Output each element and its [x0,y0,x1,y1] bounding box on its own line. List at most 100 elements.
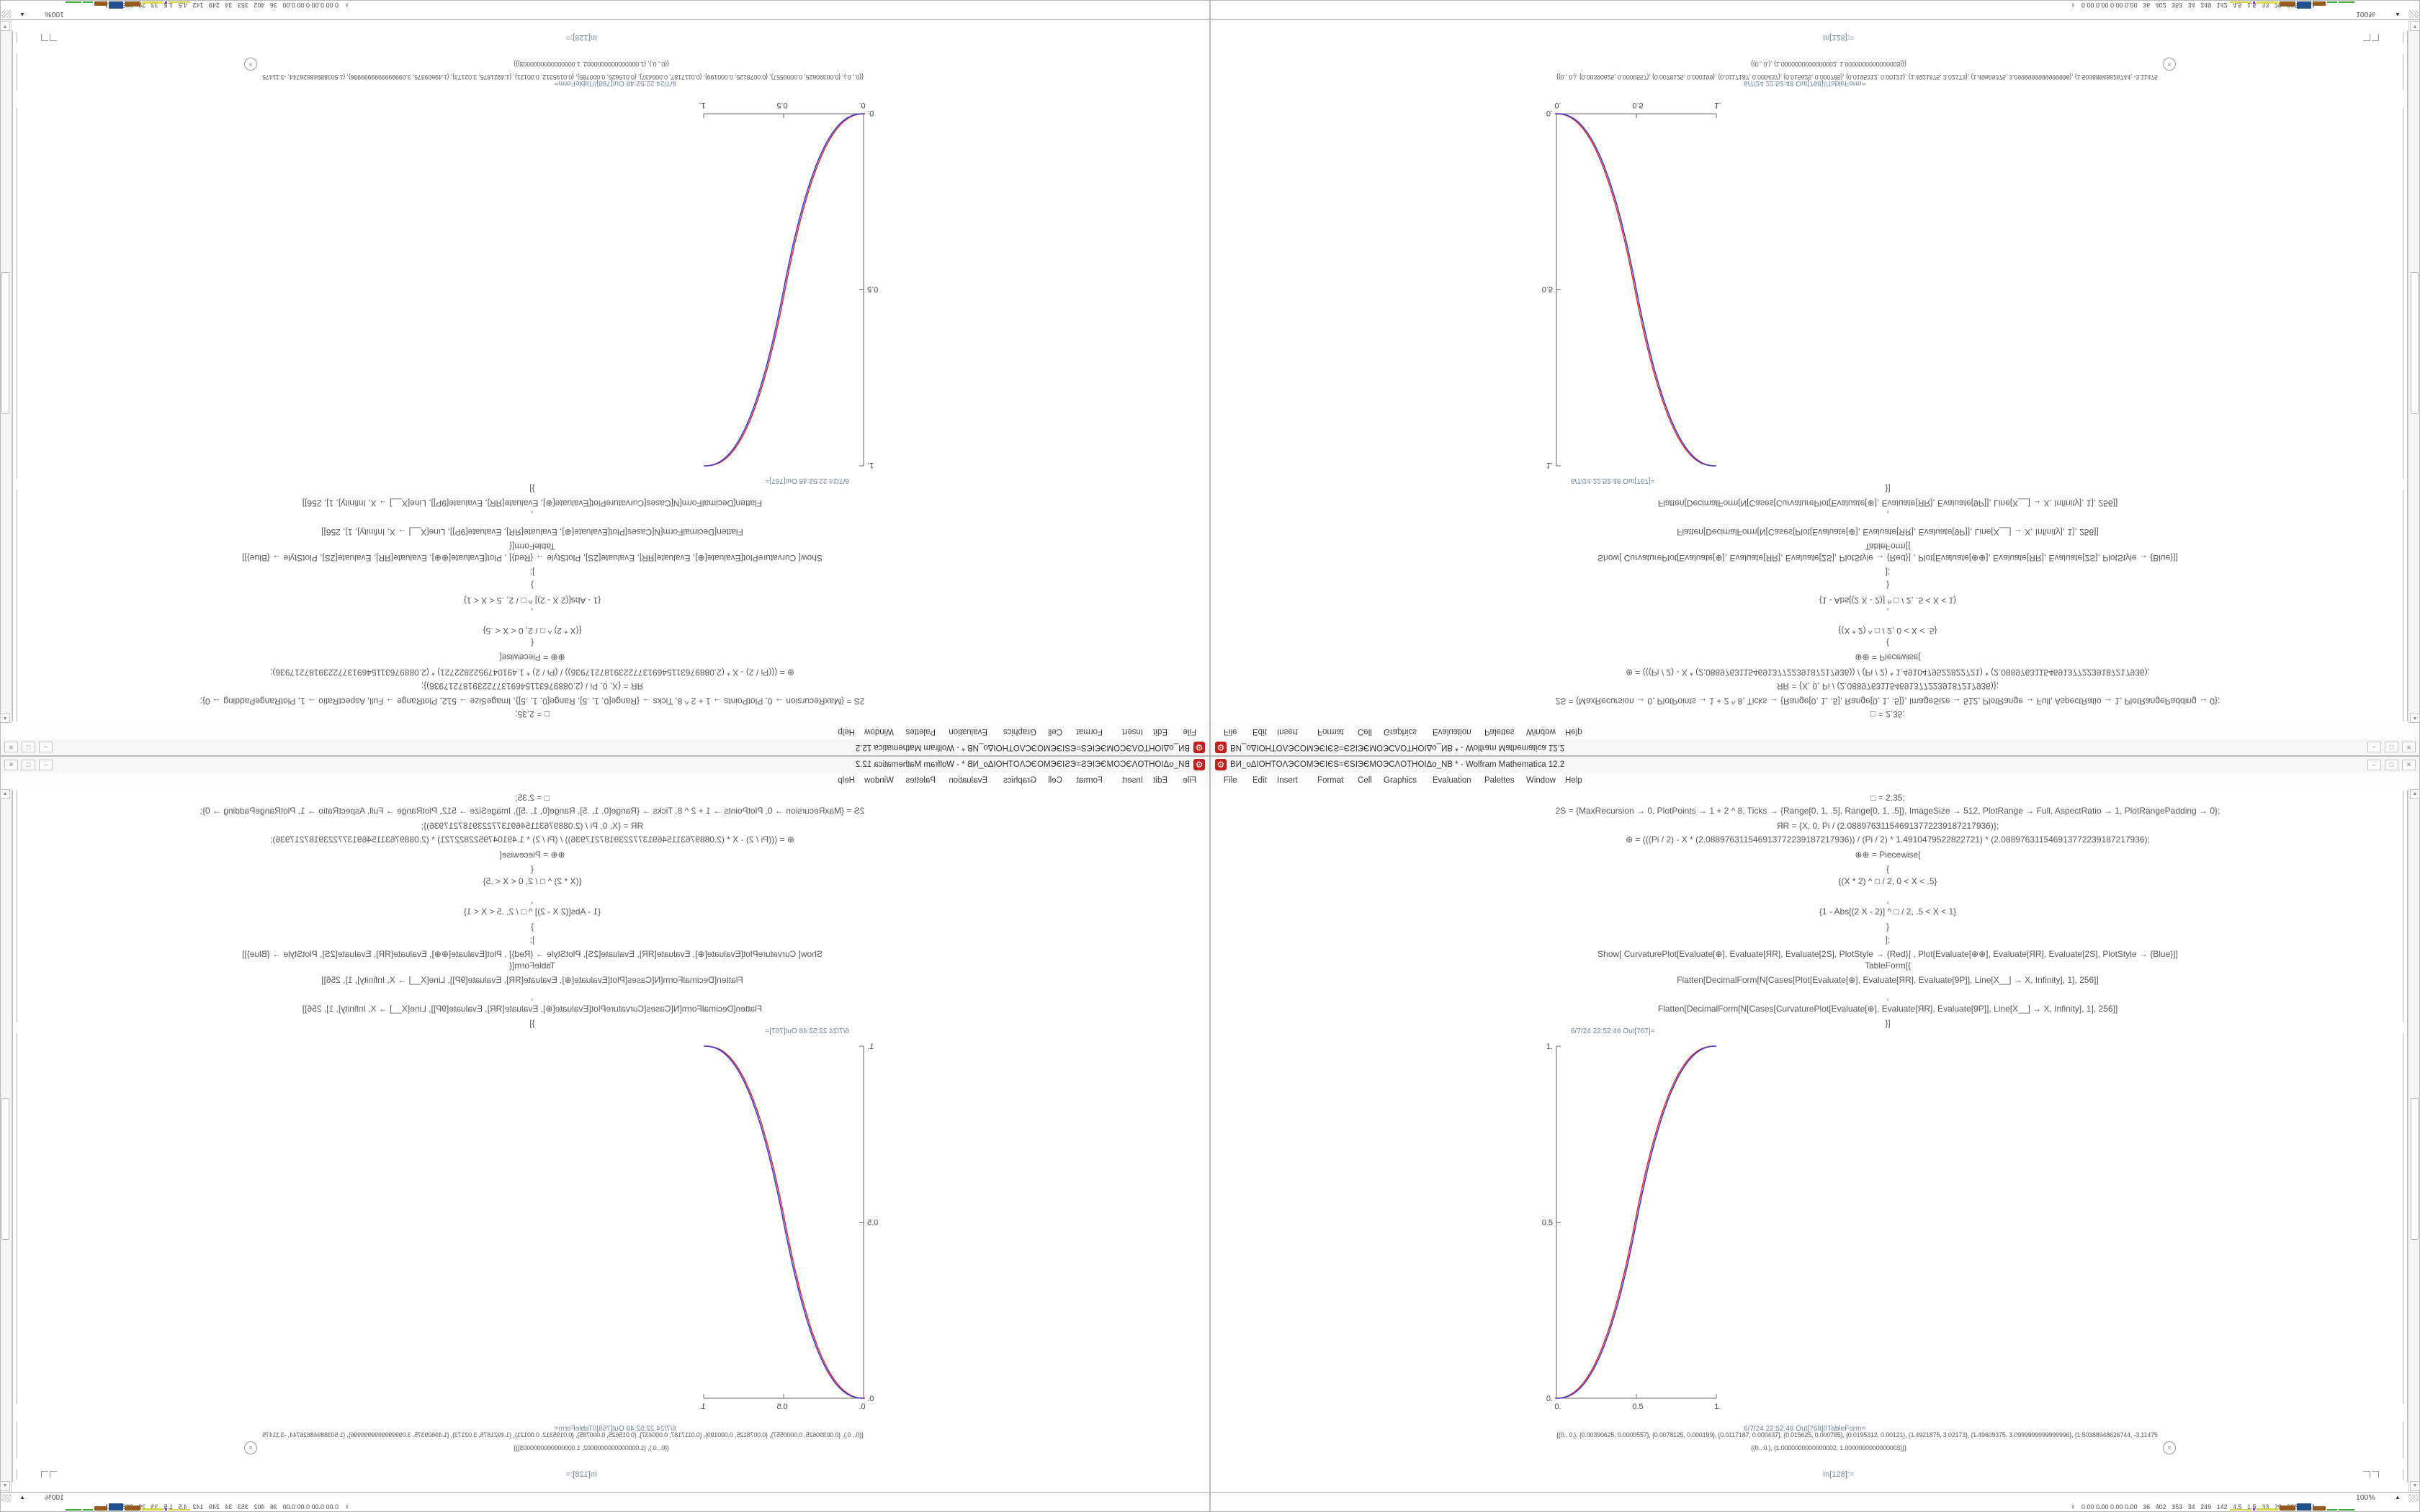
resize-grip-icon[interactable] [1,10,12,18]
cell-collapse-icon[interactable]: » [244,1441,257,1454]
menu-cell[interactable]: Cell [1358,776,1372,785]
cell-group-bracket[interactable] [2407,30,2408,721]
menu-palettes[interactable]: Palettes [1484,727,1515,736]
menu-palettes[interactable]: Palettes [905,776,936,785]
maximize-button[interactable]: □ [2385,742,2398,752]
scrollbar-thumb[interactable] [1,1098,9,1240]
menu-insert[interactable]: Insert [1277,776,1298,785]
maximize-button[interactable]: □ [22,742,35,752]
menu-insert[interactable]: Insert [1122,727,1143,736]
menu-cell[interactable]: Cell [1358,727,1372,736]
cell-bracket-icon[interactable] [41,34,48,41]
menu-graphics[interactable]: Graphics [1384,727,1417,736]
close-button[interactable]: ✕ [4,742,18,752]
cell-group-bracket[interactable] [12,791,13,1482]
cell-collapse-icon[interactable]: » [244,58,257,71]
menu-edit[interactable]: Edit [1153,776,1168,785]
close-button[interactable]: ✕ [4,760,18,770]
menu-window[interactable]: Window [1526,776,1556,785]
close-button[interactable]: ✕ [2402,760,2416,770]
vertical-scrollbar[interactable]: ▲ ▼ [2408,20,2420,724]
menu-insert[interactable]: Insert [1277,727,1298,736]
menu-format[interactable]: Format [1317,727,1344,736]
menu-file[interactable]: File [1224,776,1237,785]
menu-graphics[interactable]: Graphics [1003,776,1036,785]
menu-file[interactable]: File [1224,727,1237,736]
input-code-cell[interactable]: □ = 2.35; 2S = {MaxRecursion → 0, PlotPoi… [11,450,1209,724]
zoom-level[interactable]: 100% [2356,10,2375,19]
cell-bracket-icon[interactable] [50,1471,57,1478]
menu-edit[interactable]: Edit [1153,727,1168,736]
menu-help[interactable]: Help [1565,727,1582,736]
menu-edit[interactable]: Edit [1252,776,1267,785]
menu-file[interactable]: File [1183,727,1196,736]
input-code-cell[interactable]: □ = 2.35; 2S = {MaxRecursion → 0, PlotPoi… [1211,450,2409,724]
zoom-level[interactable]: 100% [2356,1493,2375,1502]
maximize-button[interactable]: □ [2385,760,2398,770]
cell-group-bracket[interactable] [12,30,13,721]
zoom-menu-arrow-icon[interactable]: ▲ [2395,12,2401,18]
scroll-down-icon[interactable]: ▼ [0,1481,10,1491]
menu-cell[interactable]: Cell [1048,727,1062,736]
resize-grip-icon[interactable] [2408,10,2419,18]
zoom-menu-arrow-icon[interactable]: ▲ [2395,1494,2401,1500]
scrollbar-thumb[interactable] [2411,1098,2419,1240]
cell-collapse-icon[interactable]: » [2163,58,2176,71]
menu-help[interactable]: Help [1565,776,1582,785]
scrollbar-thumb[interactable] [1,272,9,414]
menu-evaluation[interactable]: Evaluation [1433,727,1471,736]
minimize-button[interactable]: – [39,742,53,752]
resize-grip-icon[interactable] [2408,1494,2419,1502]
window-titlebar[interactable]: ⚙ ВИ_оΔIOHTOΛЭCOMЭЄIЄS=ЄSIЭЄMOЭCΛOTHOIΔо… [1,757,1209,773]
cell-bracket-icon[interactable] [41,1471,48,1478]
menu-help[interactable]: Help [838,727,855,736]
close-button[interactable]: ✕ [2402,742,2416,752]
input-code-cell[interactable]: □ = 2.35; 2S = {MaxRecursion → 0, PlotPoi… [1211,788,2409,1062]
window-titlebar[interactable]: ⚙ ВИ_оΔIOHTOΛЭCOMЭЄIЄS=ЄSIЭЄMOЭCΛOTHOIΔо… [1211,739,2419,755]
zoom-menu-arrow-icon[interactable]: ▲ [19,12,25,18]
menu-window[interactable]: Window [864,727,894,736]
menu-evaluation[interactable]: Evaluation [949,776,987,785]
resize-grip-icon[interactable] [1,1494,12,1502]
menu-graphics[interactable]: Graphics [1003,727,1036,736]
window-titlebar[interactable]: ⚙ ВИ_оΔIOHTOΛЭCOMЭЄIЄS=ЄSIЭЄMOЭCΛOTHOIΔо… [1,739,1209,755]
menu-edit[interactable]: Edit [1252,727,1267,736]
menu-format[interactable]: Format [1076,776,1103,785]
scroll-down-icon[interactable]: ▼ [2410,1481,2420,1491]
scroll-down-icon[interactable]: ▼ [0,21,10,31]
minimize-button[interactable]: – [39,760,53,770]
minimize-button[interactable]: – [2367,742,2381,752]
cell-collapse-icon[interactable]: » [2163,1441,2176,1454]
menu-file[interactable]: File [1183,776,1196,785]
menu-format[interactable]: Format [1317,776,1344,785]
menu-palettes[interactable]: Palettes [905,727,936,736]
minimize-button[interactable]: – [2367,760,2381,770]
vertical-scrollbar[interactable]: ▲ ▼ [0,788,12,1492]
menu-format[interactable]: Format [1076,727,1103,736]
vertical-scrollbar[interactable]: ▲ ▼ [0,20,12,724]
scroll-up-icon[interactable]: ▲ [2410,713,2420,723]
menu-window[interactable]: Window [864,776,894,785]
window-titlebar[interactable]: ⚙ ВИ_оΔIOHTOΛЭCOMЭЄIЄS=ЄSIЭЄMOЭCΛOTHOIΔо… [1211,757,2419,773]
scroll-down-icon[interactable]: ▼ [2410,21,2420,31]
zoom-level[interactable]: 100% [45,10,64,19]
menu-cell[interactable]: Cell [1048,776,1062,785]
cell-bracket-icon[interactable] [50,34,57,41]
cell-bracket-icon[interactable] [2372,1471,2379,1478]
menu-insert[interactable]: Insert [1122,776,1143,785]
cell-bracket-icon[interactable] [2363,34,2370,41]
vertical-scrollbar[interactable]: ▲ ▼ [2408,788,2420,1492]
cell-bracket-icon[interactable] [2372,34,2379,41]
menu-evaluation[interactable]: Evaluation [949,727,987,736]
scroll-up-icon[interactable]: ▲ [0,713,10,723]
menu-graphics[interactable]: Graphics [1384,776,1417,785]
menu-evaluation[interactable]: Evaluation [1433,776,1471,785]
scroll-up-icon[interactable]: ▲ [2410,789,2420,799]
input-code-cell[interactable]: □ = 2.35; 2S = {MaxRecursion → 0, PlotPoi… [11,788,1209,1062]
zoom-menu-arrow-icon[interactable]: ▲ [19,1494,25,1500]
zoom-level[interactable]: 100% [45,1493,64,1502]
cell-bracket-icon[interactable] [2363,1471,2370,1478]
cell-group-bracket[interactable] [2407,791,2408,1482]
scroll-up-icon[interactable]: ▲ [0,789,10,799]
menu-help[interactable]: Help [838,776,855,785]
